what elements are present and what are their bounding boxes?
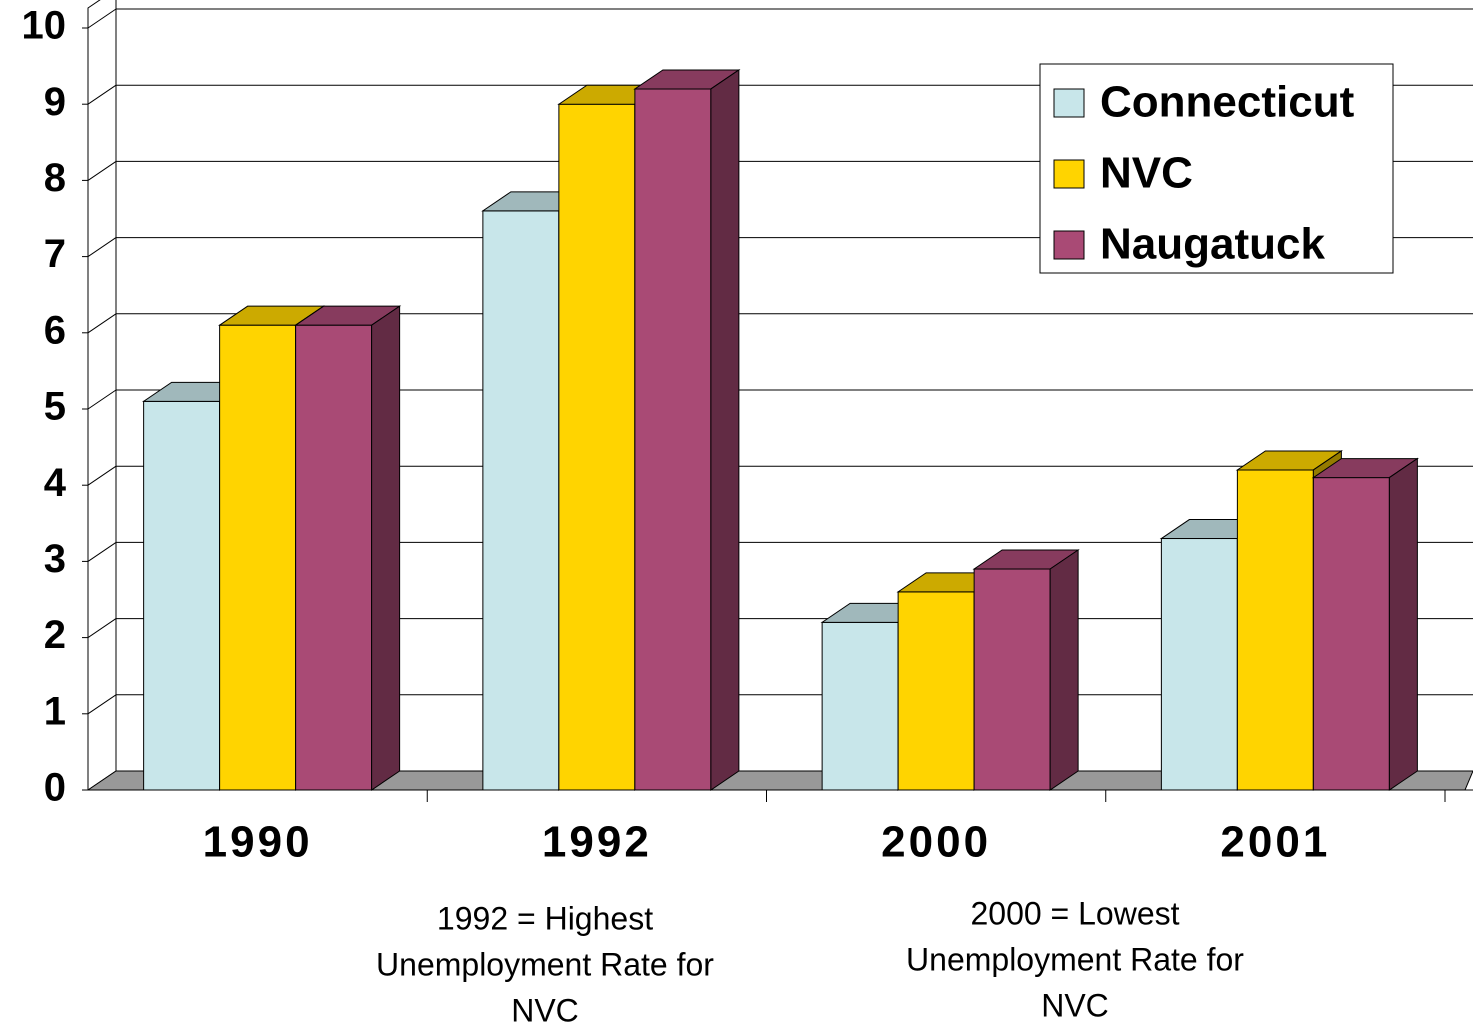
y-tick-label: 0 bbox=[44, 766, 66, 810]
y-tick-label: 10 bbox=[22, 4, 67, 48]
y-tick-label: 6 bbox=[44, 308, 66, 352]
legend-swatch bbox=[1053, 88, 1085, 118]
bar-side bbox=[1049, 549, 1079, 791]
annotation: NVC bbox=[1041, 987, 1109, 1023]
bar bbox=[1160, 538, 1238, 791]
legend-label: NVC bbox=[1100, 149, 1193, 198]
grid-line bbox=[87, 541, 117, 562]
grid-line bbox=[87, 389, 117, 410]
annotation: 1992 = Highest bbox=[437, 900, 653, 936]
bar-side bbox=[710, 69, 740, 791]
bar bbox=[143, 400, 221, 791]
grid-line bbox=[87, 8, 117, 29]
legend-label: Naugatuck bbox=[1100, 220, 1325, 269]
grid-line bbox=[87, 694, 117, 715]
bar bbox=[219, 324, 297, 791]
grid-line bbox=[87, 465, 117, 486]
annotation: 2000 = Lowest bbox=[970, 895, 1179, 931]
y-tick-label: 8 bbox=[44, 156, 66, 200]
bar-side bbox=[1388, 457, 1418, 791]
y-tick-label: 4 bbox=[44, 461, 67, 505]
legend-box bbox=[1039, 63, 1394, 274]
annotation: Unemployment Rate for bbox=[906, 941, 1244, 977]
y-tick-label: 7 bbox=[44, 232, 66, 276]
y-tick-label: 2 bbox=[44, 613, 66, 657]
bar bbox=[1312, 477, 1390, 791]
bar bbox=[558, 103, 636, 791]
legend-swatch bbox=[1053, 230, 1085, 260]
x-tick-label: 2000 bbox=[881, 818, 991, 867]
bar bbox=[295, 324, 373, 791]
x-tick-label: 1992 bbox=[542, 818, 652, 867]
y-tick-label: 9 bbox=[44, 80, 66, 124]
y-tick-label: 1 bbox=[44, 689, 66, 733]
x-tick-label: 2001 bbox=[1220, 818, 1330, 867]
grid-line bbox=[87, 84, 117, 105]
bar bbox=[1236, 469, 1314, 791]
bar bbox=[482, 210, 560, 791]
bar bbox=[973, 568, 1051, 791]
bar bbox=[821, 621, 899, 791]
legend-swatch bbox=[1053, 159, 1085, 189]
grid-line bbox=[87, 313, 117, 334]
legend-label: Connecticut bbox=[1100, 78, 1355, 127]
y-tick-label: 3 bbox=[44, 537, 66, 581]
x-tick-label: 1990 bbox=[203, 818, 313, 867]
y-tick-label: 5 bbox=[44, 385, 66, 429]
left-wall bbox=[87, 0, 117, 790]
annotation: Unemployment Rate for bbox=[376, 946, 714, 982]
bar-side bbox=[371, 305, 401, 791]
grid-line bbox=[87, 160, 117, 181]
annotation: NVC bbox=[511, 992, 579, 1024]
bar bbox=[634, 88, 712, 791]
grid-line bbox=[87, 618, 117, 639]
bar bbox=[897, 591, 975, 791]
grid-line bbox=[87, 237, 117, 258]
